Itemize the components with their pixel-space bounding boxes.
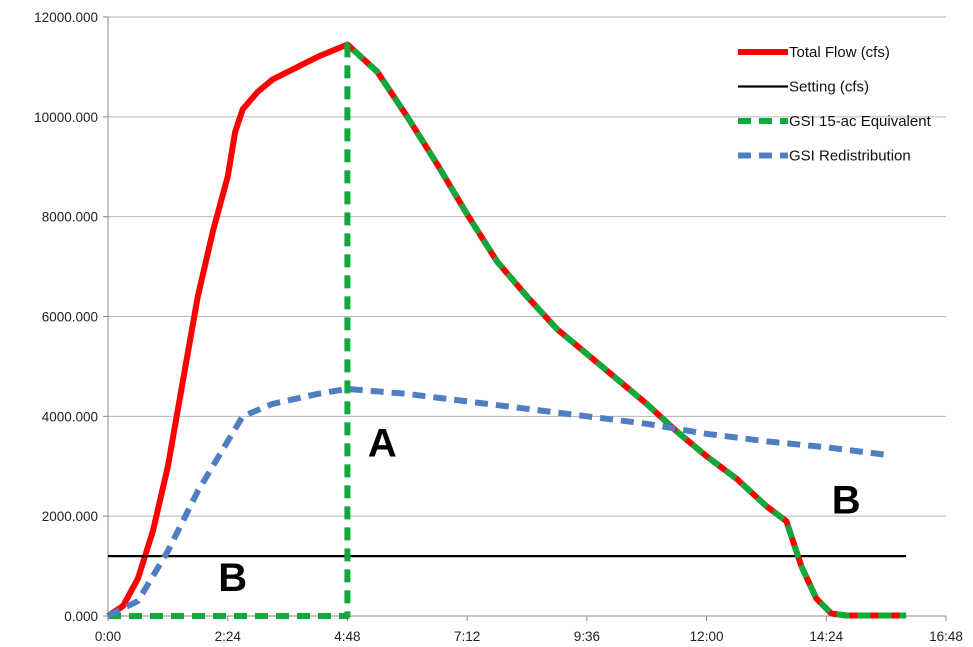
y-tick-label: 6000.000: [42, 310, 98, 325]
legend: Total Flow (cfs) Setting (cfs) GSI 15-ac E…: [738, 44, 932, 165]
y-tick-label: 2000.000: [42, 509, 98, 524]
y-tick-labels: 0.000 2000.000 4000.000 6000.000 8000.000 100…: [34, 10, 98, 624]
x-tick-label: 2:24: [215, 629, 242, 644]
x-tick-label: 9:36: [574, 629, 600, 644]
x-tick-label: 14:24: [809, 629, 843, 644]
series-lines: [106, 41, 907, 619]
annotation-b-1: B: [218, 556, 247, 600]
y-tick-label: 12000.000: [34, 10, 98, 25]
x-tick-label: 0:00: [95, 629, 121, 644]
legend-label: Total Flow (cfs): [789, 44, 890, 61]
legend-label: GSI Redistribution: [789, 148, 911, 165]
x-tick-labels: 0:00 2:24 4:48 7:12 9:36 12:00 14:24 16:48: [95, 629, 963, 644]
gridlines: [108, 16, 946, 517]
y-tick-label: 0.000: [64, 609, 98, 624]
y-tick-label: 10000.000: [34, 110, 98, 125]
axes: [103, 16, 947, 621]
legend-label: GSI 15-ac Equivalent: [789, 113, 932, 130]
annotations: A B B: [218, 421, 860, 600]
annotation-a-0: A: [368, 421, 397, 465]
x-tick-label: 4:48: [334, 629, 360, 644]
x-tick-label: 16:48: [929, 629, 963, 644]
x-tick-label: 12:00: [690, 629, 724, 644]
y-tick-label: 4000.000: [42, 409, 98, 424]
y-tick-label: 8000.000: [42, 210, 98, 225]
x-tick-label: 7:12: [454, 629, 480, 644]
legend-label: Setting (cfs): [789, 79, 869, 96]
series-line-gsi-redistribution: [106, 385, 887, 619]
annotation-b-2: B: [832, 479, 861, 523]
series-line-gsi-15-ac-equivalent: [108, 41, 907, 619]
